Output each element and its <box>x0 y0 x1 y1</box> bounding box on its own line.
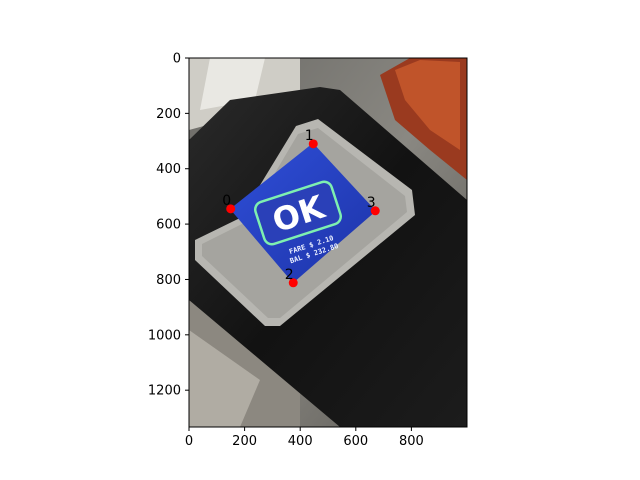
x-tick-label: 400 <box>288 434 313 449</box>
axes-frame <box>188 57 468 428</box>
point-label-0: 0 <box>222 193 231 209</box>
point-label-1: 1 <box>305 128 314 144</box>
x-tick-label: 600 <box>343 434 368 449</box>
point-label-2: 2 <box>285 267 294 283</box>
y-tick-label: 1200 <box>148 384 181 399</box>
x-tick-label: 800 <box>399 434 424 449</box>
point-marker-1 <box>308 139 318 149</box>
y-tick-label: 200 <box>156 107 181 122</box>
photo-background: OK FARE $ 2.10 BAL $ 232.80 <box>189 58 467 427</box>
y-tick-label: 0 <box>173 52 181 67</box>
point-marker-2 <box>288 278 298 288</box>
point-label-3: 3 <box>367 195 376 211</box>
x-tick-label: 0 <box>185 434 193 449</box>
point-marker-0 <box>226 204 236 214</box>
y-axis: 0 200 400 600 800 1000 1200 <box>148 52 189 399</box>
x-tick-label: 200 <box>232 434 257 449</box>
y-tick-label: 1000 <box>148 328 181 343</box>
point-marker-3 <box>370 206 380 216</box>
y-tick-label: 600 <box>156 218 181 233</box>
points-layer: 0 1 2 3 <box>222 128 380 288</box>
y-tick-label: 400 <box>156 162 181 177</box>
x-axis: 0 200 400 600 800 <box>185 427 424 449</box>
y-tick-label: 800 <box>156 273 181 288</box>
